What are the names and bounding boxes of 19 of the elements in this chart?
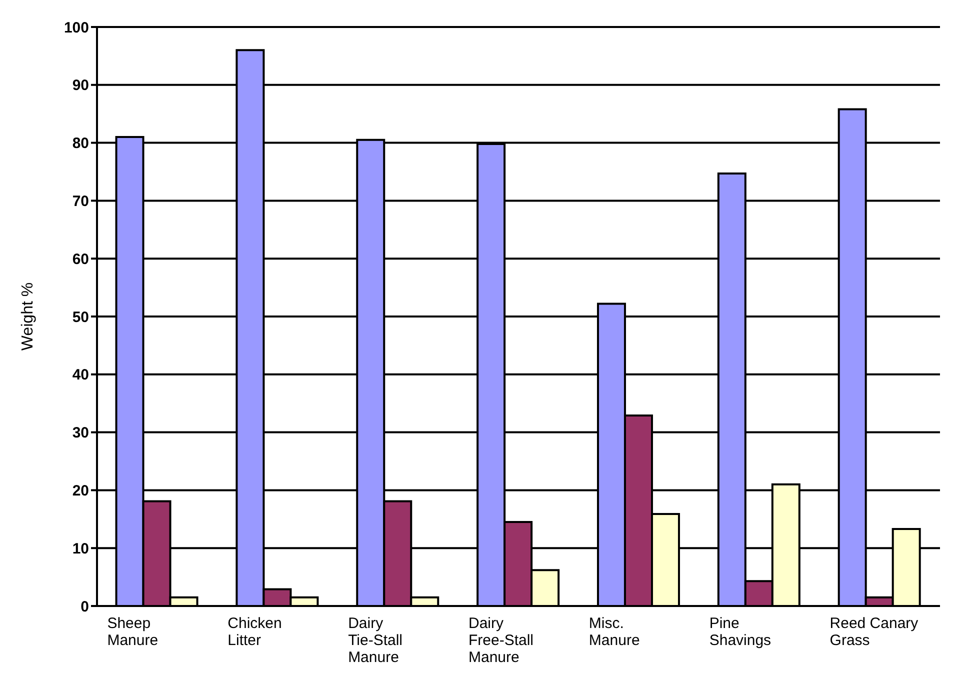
y-tick-label: 10 bbox=[72, 540, 89, 558]
y-tick-label: 40 bbox=[72, 366, 89, 384]
x-tick-label: Chicken Litter bbox=[228, 615, 282, 649]
x-tick-label: Dairy Tie-Stall Manure bbox=[348, 615, 403, 666]
x-tick-label: Misc. Manure bbox=[588, 615, 640, 649]
x-tick-label: Pine Shavings bbox=[709, 615, 772, 649]
y-tick-label: 60 bbox=[72, 250, 89, 268]
x-tick-label: Dairy Free-Stall Manure bbox=[468, 615, 534, 666]
y-tick-label: 0 bbox=[80, 598, 89, 616]
y-axis-title: Weight % bbox=[20, 282, 37, 351]
y-tick-label: 30 bbox=[72, 424, 89, 442]
y-tick-label: 80 bbox=[72, 135, 89, 152]
x-tick-label: Sheep Manure bbox=[107, 615, 158, 649]
y-tick-label: 70 bbox=[72, 193, 89, 210]
y-tick-label: 100 bbox=[64, 19, 89, 36]
x-tick-label: Reed Canary Grass bbox=[830, 615, 919, 649]
y-tick-label: 20 bbox=[72, 482, 89, 500]
y-tick-label: 50 bbox=[72, 308, 89, 326]
y-tick-label: 90 bbox=[72, 77, 89, 94]
